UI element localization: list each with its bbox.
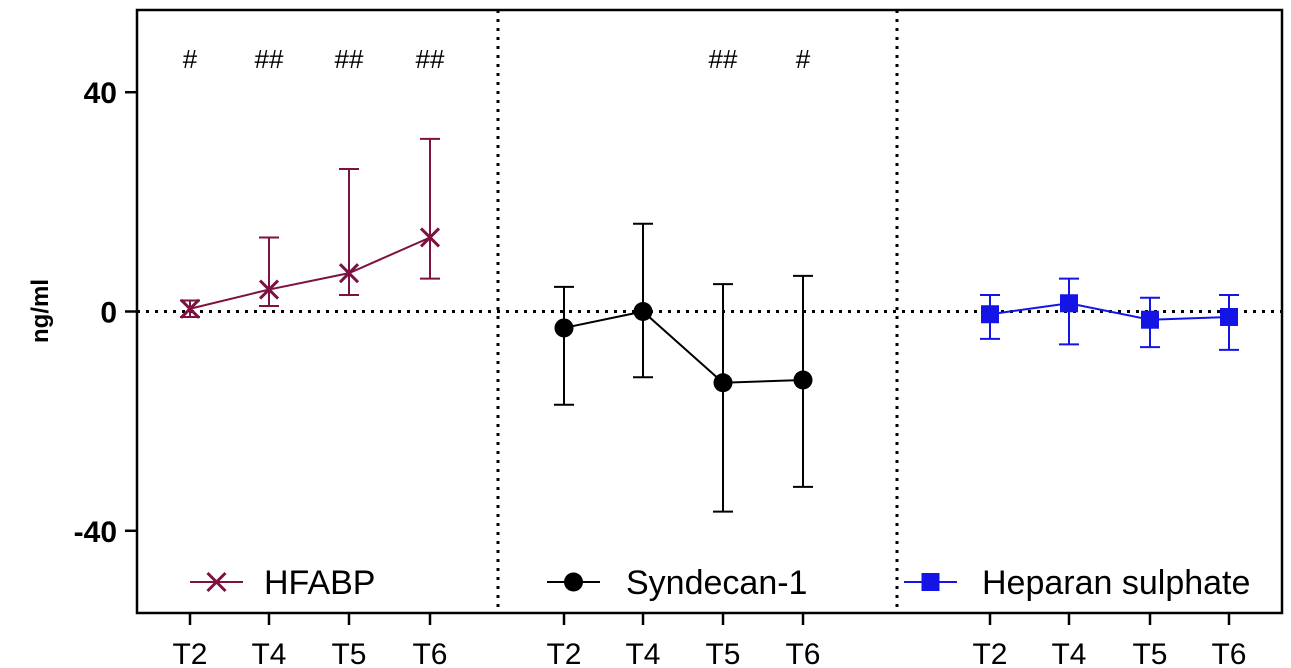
significance-label: ##	[709, 44, 738, 74]
panel-0: # ## ## ##HFABP	[179, 44, 445, 602]
x-tick-label: T2	[172, 638, 207, 668]
x-tick-label: T4	[1051, 638, 1086, 668]
data-point	[179, 298, 201, 319]
legend-label: Heparan sulphate	[982, 564, 1250, 602]
legend-marker	[206, 571, 227, 593]
data-point	[713, 373, 733, 393]
data-point	[1220, 307, 1238, 326]
significance-label: ##	[255, 44, 284, 74]
data-point	[338, 263, 360, 284]
data-point	[554, 318, 574, 338]
legend-label: HFABP	[264, 564, 375, 602]
data-point	[1141, 310, 1159, 329]
x-tick-label: T2	[546, 638, 581, 668]
legend-item: Heparan sulphate	[904, 564, 1250, 602]
data-point	[258, 279, 280, 300]
panel-2: Heparan sulphate	[904, 277, 1250, 602]
x-tick-label: T5	[331, 638, 366, 668]
data-point	[633, 302, 653, 321]
x-tick-label: T6	[1211, 638, 1246, 668]
x-tick-label: T4	[251, 638, 286, 668]
significance-label: ##	[335, 44, 364, 74]
series-line	[563, 310, 804, 384]
y-tick-label: 40	[84, 77, 117, 110]
panels: # ## ## ##HFABP## #Syndecan-1 Heparan sulphat…	[179, 44, 1250, 602]
data-point	[981, 305, 999, 324]
x-axis: T2 T4 T5 T6 T2 T4 T5 T6 T2 T4 T5 T6	[172, 613, 1247, 668]
legend-marker	[921, 573, 940, 591]
y-axis: 40 0 -40	[74, 77, 137, 549]
significance-label: #	[183, 44, 198, 74]
y-axis-title: ng/ml	[27, 279, 54, 343]
y-tick-label: -40	[74, 516, 117, 549]
significance-label: #	[796, 44, 811, 74]
data-point	[1060, 294, 1078, 313]
legend-label: Syndecan-1	[626, 564, 807, 602]
panel-1: ## #Syndecan-1	[547, 44, 813, 602]
legend-marker	[564, 572, 583, 592]
x-tick-label: T6	[785, 638, 820, 668]
legend-item: HFABP	[190, 564, 375, 602]
x-tick-label: T5	[705, 638, 740, 668]
y-tick-label: 0	[100, 297, 117, 330]
x-tick-label: T2	[972, 638, 1007, 668]
legend-item: Syndecan-1	[547, 564, 807, 602]
data-point	[419, 227, 441, 248]
data-point	[793, 370, 813, 390]
x-tick-label: T4	[625, 638, 660, 668]
series-line	[189, 236, 431, 310]
x-tick-label: T5	[1132, 638, 1167, 668]
x-tick-label: T6	[412, 638, 447, 668]
significance-label: ##	[416, 44, 445, 74]
series-line	[989, 302, 1230, 321]
